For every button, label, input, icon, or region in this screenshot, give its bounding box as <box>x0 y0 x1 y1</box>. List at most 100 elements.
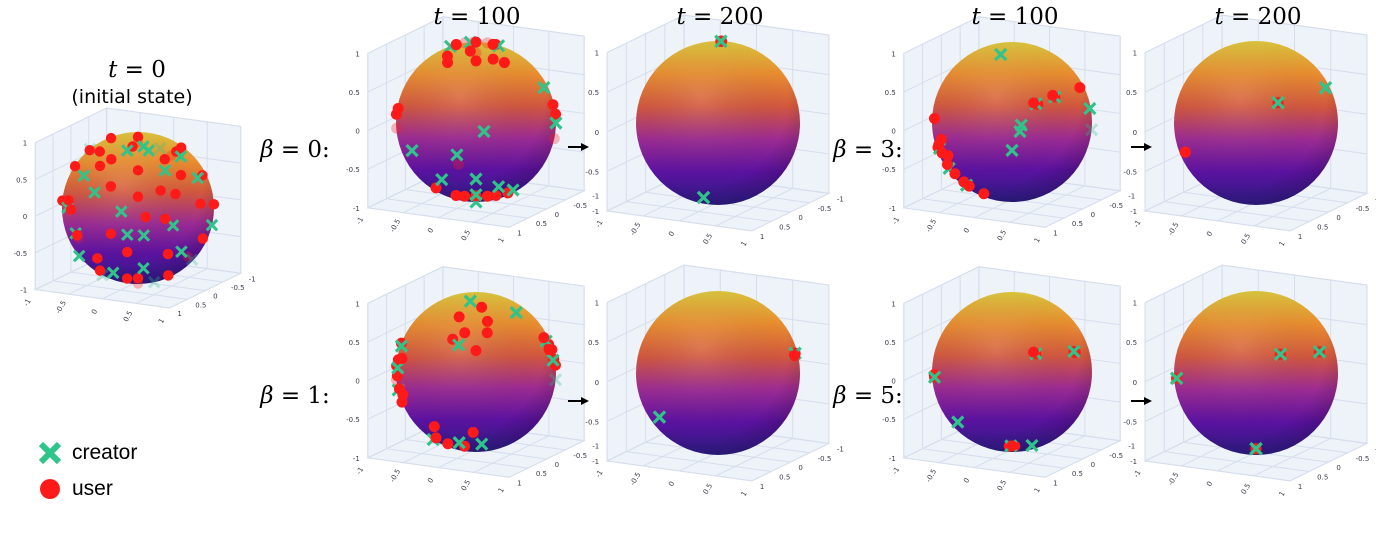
z-tick-label: -0.5 <box>346 166 360 174</box>
grid-line <box>1144 264 1223 304</box>
grid-line <box>1222 264 1367 286</box>
creator-point <box>509 305 523 320</box>
user-point <box>1028 97 1040 109</box>
t-eq: = 100 <box>988 4 1059 30</box>
y-tick-label: -1 <box>594 469 604 479</box>
sphere-shading <box>396 292 556 452</box>
grid-line <box>508 440 585 478</box>
legend-label-user: user <box>72 477 113 500</box>
legend-markers <box>38 441 62 499</box>
creator-point <box>546 353 560 367</box>
x-tick-label: 0.5 <box>536 470 547 478</box>
grid-line <box>1164 451 1310 473</box>
row-label-beta-1: β = 1: <box>260 383 330 409</box>
col-title-3: t = 100 <box>971 4 1058 30</box>
creator-point <box>1067 344 1081 359</box>
user-point <box>155 185 166 196</box>
sphere-plot-panel: -1 -1 -1 -0.5 -0.5 -0.5 0 0 0 0.5 0.5 0.5 1 1 1 <box>585 264 844 498</box>
y-tick-label: -1 <box>22 298 32 308</box>
y-tick-label: 1 <box>1278 240 1287 248</box>
z-tick-label: 1 <box>891 50 895 58</box>
user-point <box>481 190 493 202</box>
x-tick-label: 0.5 <box>779 474 790 482</box>
z-tick-label: 1 <box>1133 300 1137 308</box>
x-tick-label: 0.5 <box>1072 220 1083 228</box>
grid-line <box>626 451 772 473</box>
creator-point <box>435 173 449 187</box>
y-tick-label: -0.5 <box>1167 471 1181 487</box>
x-tick-label: 1 <box>760 483 764 491</box>
y-tick-label: 0 <box>90 308 99 316</box>
user-point <box>442 438 454 450</box>
y-tick-label: 1 <box>1033 486 1042 494</box>
t-var: t <box>1214 4 1224 30</box>
creator-point <box>191 171 205 185</box>
col-title-2: t = 200 <box>676 4 763 30</box>
z-tick-label: 0.5 <box>588 89 599 97</box>
user-point <box>195 198 206 209</box>
z-tick-label: 1 <box>891 300 895 308</box>
x-tick-label: -1 <box>1128 443 1135 451</box>
z-tick-label: 0.5 <box>16 176 27 184</box>
creator-point <box>1273 347 1288 362</box>
z-tick-label: 0.5 <box>349 339 360 347</box>
user-point <box>162 248 174 260</box>
y-tick-label: -0.5 <box>389 218 403 234</box>
user-point <box>65 204 77 215</box>
y-tick-label: -0.5 <box>629 221 643 237</box>
y-tick-label: 1 <box>497 486 506 494</box>
grid-line <box>922 198 1064 219</box>
sphere-plot-panel: -1 -1 -1 -0.5 -0.5 -0.5 0 0 0 0.5 0.5 0.5 1 1 1 <box>585 14 844 248</box>
grid-line <box>1253 187 1331 227</box>
z-tick-label: -1 <box>20 287 27 295</box>
user-point <box>949 168 961 180</box>
x-tick-label: -0.5 <box>818 205 832 213</box>
y-tick-label: 1 <box>740 240 749 248</box>
user-point <box>1179 146 1191 158</box>
user-point <box>92 253 103 264</box>
y-tick-label: 1 <box>1033 236 1042 244</box>
user-point <box>69 160 81 172</box>
grid-line <box>626 201 772 223</box>
sphere-plot-panel: -1 -1 -1 -0.5 -0.5 -0.5 0 0 0 0.5 0.5 0.5 1 1 1 <box>14 107 256 325</box>
creator-point <box>450 148 464 162</box>
y-tick-label: -0.5 <box>925 218 939 234</box>
grid-line <box>473 185 550 223</box>
grid-line <box>751 442 830 482</box>
grid-line <box>1222 14 1367 36</box>
user-point <box>470 36 482 48</box>
z-tick-label: 0 <box>891 128 895 136</box>
user-point <box>163 270 174 281</box>
grid-line <box>1144 14 1223 54</box>
creator-point <box>469 172 483 186</box>
user-point <box>397 389 409 401</box>
t0-title: t = 0 <box>108 57 166 83</box>
sphere-plot-panel: -1 -1 -1 -0.5 -0.5 -0.5 0 0 0 0.5 0.5 0.5 1 1 1 <box>346 15 599 244</box>
z-tick-label: 0.5 <box>349 89 360 97</box>
z-tick-label: -0.5 <box>1123 418 1137 426</box>
creator-point <box>405 143 419 158</box>
z-tick-label: 1 <box>355 300 359 308</box>
user-point <box>175 169 187 181</box>
user-point <box>159 154 170 165</box>
x-tick-label: -0.5 <box>573 202 587 210</box>
creator-point <box>1318 80 1333 95</box>
creator-point <box>391 361 405 375</box>
creator-point <box>1249 441 1263 456</box>
creator-point <box>175 245 188 259</box>
user-point <box>450 39 462 51</box>
user-point <box>464 45 476 57</box>
z-tick-label: -1 <box>889 205 896 213</box>
grid-line <box>34 107 107 144</box>
creator-point <box>1169 371 1184 386</box>
user-point <box>453 311 465 323</box>
user-point <box>132 165 144 176</box>
x-tick-label: 0.5 <box>1317 224 1328 232</box>
creator-point <box>927 370 942 384</box>
y-tick-label: -0.5 <box>1167 221 1181 237</box>
beta-var: β <box>260 137 274 163</box>
x-tick-label: -0.5 <box>231 284 245 292</box>
creator-point <box>475 437 489 451</box>
sphere-shading <box>932 292 1092 452</box>
x-tick-label: 1 <box>517 229 521 237</box>
